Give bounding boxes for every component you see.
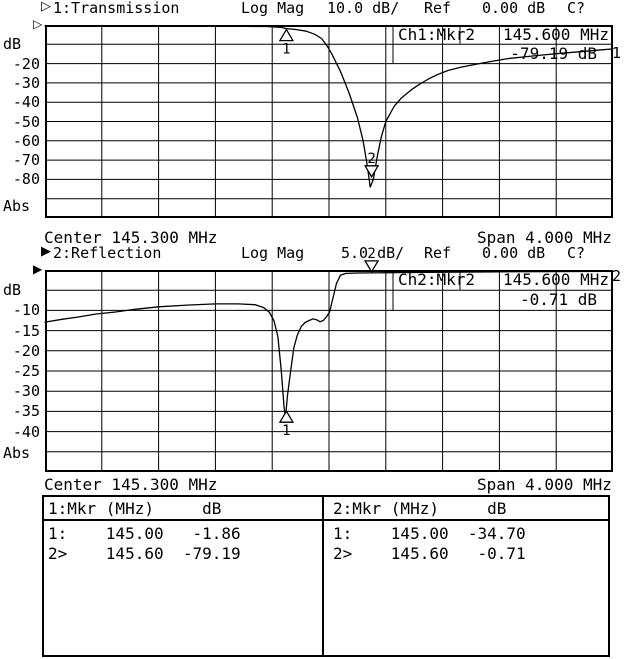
ch1-readout-value: -79.19 dB bbox=[510, 44, 597, 63]
ch2-ref-value: 0.00 dB bbox=[482, 244, 546, 262]
y-axis-label: Abs bbox=[3, 443, 31, 462]
ch1-ref-label: Ref bbox=[424, 0, 452, 17]
ch2-active-indicator-icon: ▶ bbox=[41, 244, 51, 259]
ch1-header: ▷ 1:Transmission Log Mag 10.0 dB/ Ref 0.… bbox=[0, 0, 640, 16]
reflection-chart: 12 bbox=[44, 246, 614, 472]
marker-2-icon: 2 bbox=[363, 151, 380, 179]
ch2-center-frequency: Center 145.300 MHz bbox=[44, 475, 218, 494]
y-axis-label: Abs bbox=[3, 197, 31, 216]
svg-text:1: 1 bbox=[282, 42, 290, 58]
ch1-readout-frequency: 145.600 MHz bbox=[503, 25, 609, 44]
y-axis-label: -30 bbox=[12, 382, 40, 401]
transmission-chart: 12 bbox=[44, 25, 614, 218]
y-axis-label: -40 bbox=[12, 422, 40, 441]
ch1-scale: 10.0 dB/ bbox=[327, 0, 400, 17]
marker-table-row: 1: 145.00 -34.70 bbox=[333, 524, 526, 543]
y-axis-label: -80 bbox=[12, 170, 40, 189]
ch1-trace-label: 1 bbox=[612, 44, 622, 62]
ch2-trace-label: 2 bbox=[612, 267, 622, 285]
ch1-center-frequency: Center 145.300 MHz bbox=[44, 228, 218, 247]
y-axis-label: -25 bbox=[12, 362, 40, 380]
marker-table-ch2-header: 2:Mkr (MHz) dB bbox=[324, 497, 608, 521]
svg-text:2: 2 bbox=[367, 246, 375, 262]
ch1-readout-marker: Ch1:Mkr2 bbox=[398, 25, 476, 44]
ch2-ref-position-icon: ▶ bbox=[33, 262, 43, 276]
ch2-header: ▶ 2:Reflection Log Mag 5.0 dB/ Ref 0.00 … bbox=[0, 245, 640, 261]
y-axis-label: -15 bbox=[12, 321, 40, 340]
ch2-readout-marker: Ch2:Mkr2 bbox=[398, 270, 476, 289]
y-axis-label: -70 bbox=[12, 151, 40, 170]
y-axis-label: -20 bbox=[12, 341, 40, 360]
ch1-title: 1:Transmission bbox=[53, 0, 180, 17]
ch1-active-indicator-icon: ▷ bbox=[41, 0, 51, 14]
ch2-span: Span 4.000 MHz bbox=[477, 475, 612, 494]
ch2-readout-value: -0.71 dB bbox=[519, 290, 597, 309]
y-axis-label: -30 bbox=[12, 73, 40, 92]
marker-table-row: 1: 145.00 -1.86 bbox=[48, 524, 241, 543]
marker-table: 1:Mkr (MHz) dB 1: 145.00 -1.86 2> 145.60… bbox=[42, 495, 610, 657]
ch2-cal-status: C? bbox=[567, 244, 586, 262]
y-axis-label: -60 bbox=[12, 131, 40, 150]
marker-table-row: 2> 145.60 -0.71 bbox=[333, 544, 526, 563]
y-axis-label: -50 bbox=[12, 112, 40, 131]
marker-table-row: 2> 145.60 -79.19 bbox=[48, 544, 241, 563]
ch2-ref-label: Ref bbox=[424, 244, 452, 262]
ch1-ref-value: 0.00 dB bbox=[482, 0, 546, 17]
marker-table-ch1-cell: 1:Mkr (MHz) dB 1: 145.00 -1.86 2> 145.60… bbox=[44, 497, 322, 655]
ch1-span: Span 4.000 MHz bbox=[477, 228, 612, 247]
svg-text:2: 2 bbox=[367, 151, 375, 167]
y-axis-label: -40 bbox=[12, 93, 40, 112]
ch2-readout-frequency: 145.600 MHz bbox=[503, 270, 609, 289]
marker-1-icon: 1 bbox=[278, 28, 295, 58]
y-axis-label: dB bbox=[3, 35, 22, 54]
ch1-format: Log Mag bbox=[241, 0, 305, 17]
ch2-scale: 5.0 dB/ bbox=[341, 244, 405, 262]
ch1-cal-status: C? bbox=[567, 0, 586, 17]
y-axis-label: -20 bbox=[12, 54, 40, 73]
y-axis-label: -10 bbox=[12, 301, 40, 320]
y-axis-label: -35 bbox=[12, 402, 40, 421]
ch2-format: Log Mag bbox=[241, 244, 305, 262]
marker-table-ch1-header: 1:Mkr (MHz) dB bbox=[44, 497, 322, 521]
marker-table-ch2-cell: 2:Mkr (MHz) dB 1: 145.00 -34.70 2> 145.6… bbox=[322, 497, 608, 655]
marker-1-icon: 1 bbox=[278, 409, 295, 439]
svg-text:1: 1 bbox=[282, 423, 290, 439]
ch2-title: 2:Reflection bbox=[53, 244, 162, 262]
marker-2-icon: 2 bbox=[363, 246, 380, 274]
ch1-ref-position-icon: ▷ bbox=[33, 17, 43, 31]
y-axis-label: dB bbox=[3, 281, 22, 300]
